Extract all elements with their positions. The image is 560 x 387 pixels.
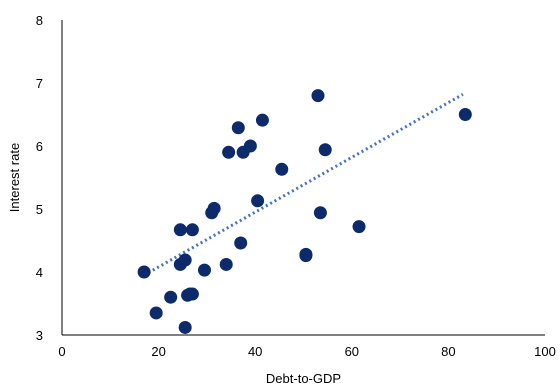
data-point: [255, 113, 269, 127]
data-point: [178, 320, 192, 334]
data-point: [207, 201, 221, 215]
data-point: [275, 162, 289, 176]
axes: [61, 20, 545, 336]
x-tick-label: 40: [248, 344, 262, 359]
data-point: [219, 257, 233, 271]
y-tick-label: 7: [36, 76, 43, 91]
y-tick-label: 3: [36, 328, 43, 343]
data-point: [178, 253, 192, 267]
data-point: [149, 306, 163, 320]
x-tick-label: 80: [441, 344, 455, 359]
y-tick-label: 4: [36, 265, 43, 280]
y-tick-label: 6: [36, 139, 43, 154]
x-tick-label: 60: [345, 344, 359, 359]
data-point: [197, 263, 211, 277]
x-axis-title: Debt-to-GDP: [266, 371, 341, 386]
y-tick-label: 5: [36, 202, 43, 217]
x-tick-label: 0: [58, 344, 65, 359]
x-tick-label: 100: [534, 344, 556, 359]
data-point: [231, 121, 245, 135]
tick-labels: 0 20 40 60 80 100 3 4 5 6 7 8: [36, 13, 556, 359]
data-points: [137, 89, 472, 334]
data-point: [299, 247, 313, 261]
trendline-layer: [143, 93, 464, 277]
data-point: [318, 143, 332, 157]
data-point: [458, 108, 472, 121]
data-point: [185, 223, 199, 237]
trendline: [143, 93, 464, 277]
data-point: [243, 139, 257, 153]
data-point: [185, 287, 199, 301]
data-point: [313, 206, 327, 220]
data-point: [137, 265, 151, 279]
data-point: [173, 223, 187, 237]
data-point: [222, 145, 236, 159]
data-point: [234, 236, 248, 250]
y-axis-title: Interest rate: [7, 143, 22, 212]
data-point: [251, 194, 265, 208]
y-tick-label: 8: [36, 13, 43, 28]
data-point: [311, 89, 325, 103]
data-point: [352, 220, 366, 234]
data-point: [164, 290, 178, 304]
x-tick-label: 20: [151, 344, 165, 359]
